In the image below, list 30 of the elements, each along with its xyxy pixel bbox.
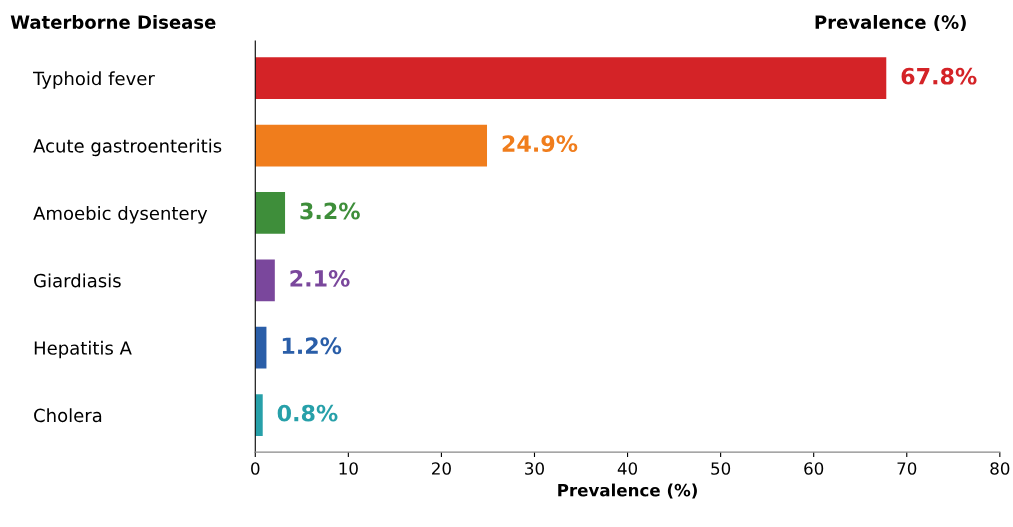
x-tick-label: 0 — [251, 462, 260, 475]
x-tick-label: 60 — [804, 462, 824, 475]
bar — [255, 57, 887, 100]
data-label: 3.2% — [300, 202, 360, 220]
data-label: 2.1% — [290, 269, 350, 287]
y-axis-title: Waterborne Disease — [10, 14, 216, 29]
y-tick-label: Giardiasis — [34, 273, 121, 288]
x-tick-label: 70 — [897, 462, 917, 475]
x-tick-label: 10 — [339, 462, 358, 475]
bar — [255, 192, 286, 234]
bar — [255, 326, 267, 369]
y-tick-label: Cholera — [34, 408, 102, 423]
bar — [255, 124, 488, 167]
y-tick-label: Hepatitis A — [34, 340, 132, 359]
x-tick-label: 50 — [711, 462, 731, 475]
x-tick-label: 40 — [617, 462, 638, 475]
y-tick-label: Typhoid fever — [33, 71, 155, 89]
data-label: 24.9% — [502, 135, 578, 152]
x-tick-label: 80 — [990, 462, 1010, 475]
x-axis-title: Prevalence (%) — [558, 483, 697, 499]
data-label: 0.8% — [277, 404, 338, 422]
bar — [255, 394, 263, 436]
y-tick-label: Acute gastroenteritis — [33, 138, 222, 157]
x-tick-label: 20 — [432, 462, 451, 475]
data-label: 1.2% — [282, 337, 342, 355]
text: Prevalence (%) — [815, 14, 966, 32]
data-label: 67.8% — [901, 67, 977, 85]
x-tick-label: 30 — [525, 462, 544, 475]
bar — [255, 259, 275, 302]
y-tick-label: Amoebic dysentery — [33, 206, 208, 224]
